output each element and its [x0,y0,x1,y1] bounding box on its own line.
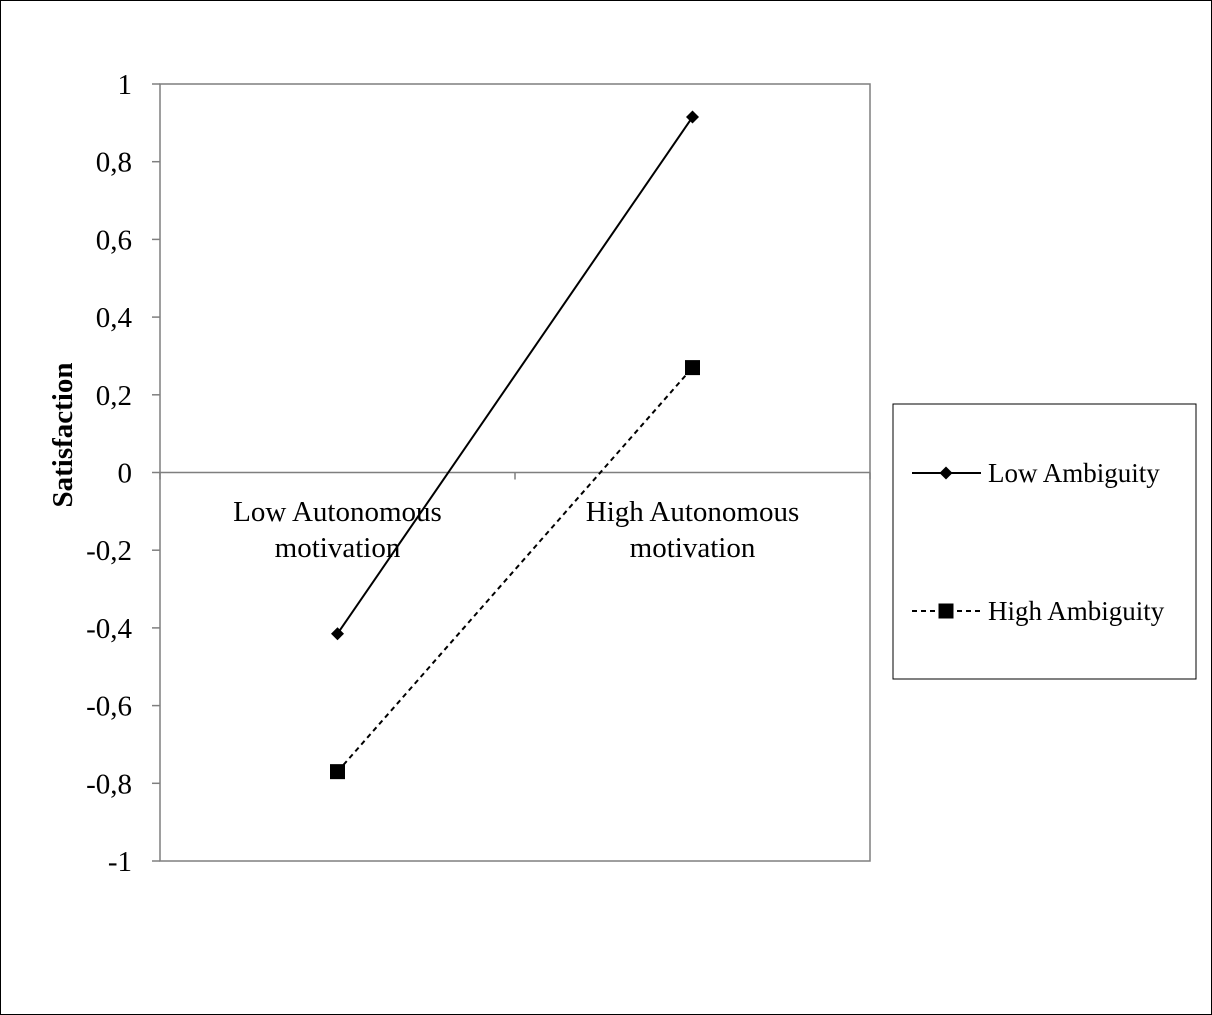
y-tick-label: -1 [108,846,132,878]
legend-label: Low Ambiguity [988,458,1160,488]
y-tick-label: 0,6 [96,224,132,256]
legend-label: High Ambiguity [988,596,1165,626]
y-tick-label: -0,2 [86,535,132,567]
series-line [336,366,694,773]
data-point [686,110,699,124]
x-category-label: High Autonomous motivation [586,496,800,564]
y-tick-label: 0,8 [96,147,132,179]
y-tick-label: 0,2 [96,380,132,412]
y-tick-label: -0,6 [86,691,132,723]
data-point [685,360,700,376]
data-point [331,627,344,641]
x-category-label: Low Autonomous motivation [233,496,442,564]
legend-box [892,403,1197,680]
series-line [336,116,694,635]
y-tick-label: -0,4 [86,613,132,645]
legend-marker [938,603,954,619]
legend-marker [939,466,953,480]
y-tick-label: 0 [118,458,133,490]
data-point [330,764,345,780]
y-tick-label: -0,8 [86,768,132,800]
y-tick-label: 1 [118,69,133,101]
y-tick-label: 0,4 [96,302,133,334]
y-axis-label: Satisfaction [47,363,79,508]
